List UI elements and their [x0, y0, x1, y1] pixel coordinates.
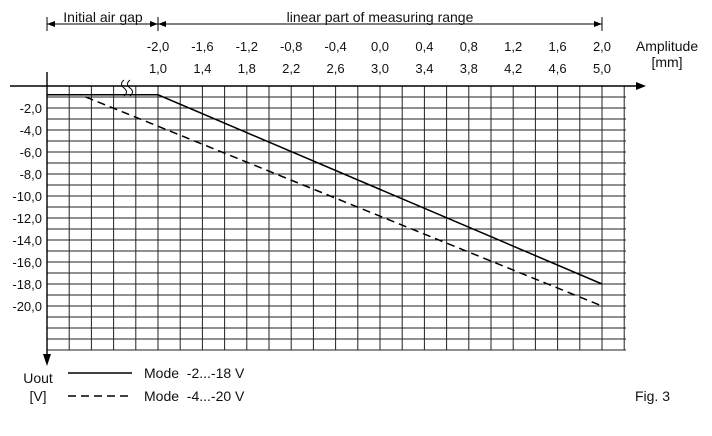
x-tick-label-relative: 0,4	[415, 39, 433, 54]
series-line-mode-2-18	[47, 94, 603, 285]
x-tick-label-relative: -2,0	[147, 39, 169, 54]
x-tick-label-relative: -0,4	[324, 39, 346, 54]
x-tick-label-absolute: 2,2	[282, 61, 300, 76]
gap-arrow-right	[150, 21, 158, 27]
y-tick-label: -20,0	[12, 299, 42, 314]
x-tick-label-absolute: 2,6	[327, 61, 345, 76]
axis-break-mark	[121, 79, 127, 97]
x-tick-label-absolute: 4,2	[504, 61, 522, 76]
top-label-gap: Initial air gap	[63, 9, 143, 25]
x-tick-label-absolute: 3,0	[371, 61, 389, 76]
series-line-mode-4-20	[47, 94, 603, 307]
y-tick-label: -12,0	[12, 211, 42, 226]
x-tick-label-relative: 2,0	[593, 39, 611, 54]
y-tick-label: -18,0	[12, 277, 42, 292]
legend-label: Mode -4...-20 V	[144, 388, 245, 404]
axes: -2,0 -1,6 -1,2 -0,8 -0,4 0,0 0,4 0,8 1,2 1,6 2,0 1,…	[10, 17, 646, 366]
series	[47, 94, 603, 307]
x-axis-arrow	[636, 82, 646, 90]
x-tick-label-relative: 1,6	[549, 39, 567, 54]
y-tick-label: -14,0	[12, 233, 42, 248]
y-axis-arrow	[43, 354, 51, 366]
x-tick-label-absolute: 1,4	[193, 61, 211, 76]
linear-arrow-left	[158, 21, 166, 27]
y-tick-label: -10,0	[12, 189, 42, 204]
x-tick-label-absolute: 5,0	[593, 61, 611, 76]
y-axis-label-line2: [V]	[29, 388, 46, 404]
y-tick-label: -8,0	[20, 167, 42, 182]
x-tick-label-absolute: 3,8	[460, 61, 478, 76]
gap-arrow-left	[47, 21, 55, 27]
y-tick-label: -6,0	[20, 145, 42, 160]
x-tick-label-relative: -1,6	[191, 39, 213, 54]
legend-label: Mode -2...-18 V	[144, 365, 245, 381]
x-tick-label-relative: 0,8	[460, 39, 478, 54]
axis-break-mark	[127, 79, 133, 97]
x-tick-label-absolute: 3,4	[415, 61, 433, 76]
y-tick-label: -16,0	[12, 255, 42, 270]
figure-label: Fig. 3	[635, 388, 670, 404]
x-tick-label-absolute: 1,0	[149, 61, 167, 76]
legend: Mode -2...-18 V Mode -4...-20 V	[68, 365, 245, 404]
top-label-linear: linear part of measuring range	[287, 9, 474, 25]
x-axis-label-line2: [mm]	[651, 54, 682, 70]
x-tick-label-absolute: 1,8	[238, 61, 256, 76]
linear-arrow-right	[594, 21, 602, 27]
y-tick-label: -4,0	[20, 123, 42, 138]
grid	[47, 86, 626, 351]
x-tick-label-relative: 1,2	[504, 39, 522, 54]
y-tick-label: -2,0	[20, 101, 42, 116]
x-tick-label-relative: 0,0	[371, 39, 389, 54]
y-axis-label-line1: Uout	[23, 370, 53, 386]
x-tick-label-absolute: 4,6	[549, 61, 567, 76]
x-tick-label-relative: -1,2	[236, 39, 258, 54]
x-axis-label-line1: Amplitude	[636, 38, 698, 54]
x-tick-label-relative: -0,8	[280, 39, 302, 54]
